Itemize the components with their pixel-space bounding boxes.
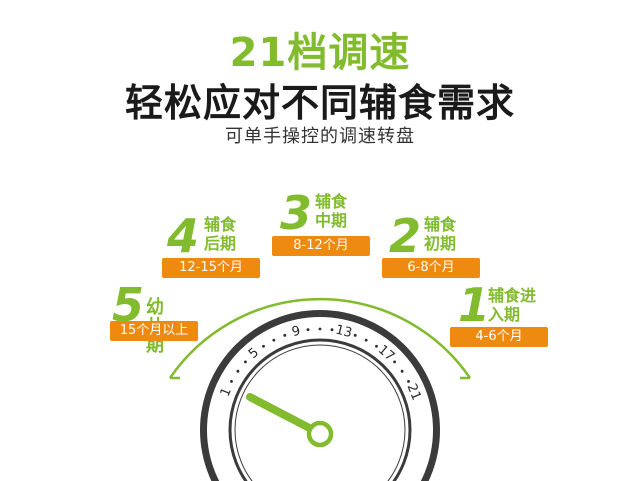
stage-name: 辅食后期 — [204, 215, 237, 253]
dial-scale-label: 9 — [290, 324, 302, 341]
dial-scale-dot — [393, 360, 396, 364]
dial-scale-dot — [364, 338, 368, 342]
dial-scale-dot — [306, 328, 310, 332]
stage-name: 辅食中期 — [315, 192, 348, 230]
stage-name: 辅食进入期 — [488, 286, 537, 324]
range-arc — [168, 297, 472, 379]
stage-age-badge: 6-8个月 — [382, 258, 480, 278]
dial-inner-ring-thin — [234, 344, 406, 481]
stage-age-badge: 12-15个月 — [162, 258, 260, 278]
dial-scale-dot — [400, 369, 404, 373]
stage-number: 4 — [167, 209, 200, 263]
dial-pointer-needle — [246, 393, 323, 437]
dial-scale-dot — [262, 344, 265, 348]
dial-scale-dot — [353, 333, 357, 337]
dial-scale-dot — [230, 379, 233, 383]
dial-scale-dot — [272, 338, 276, 342]
stage-age-badge: 4-6个月 — [450, 327, 548, 347]
stage-age-badge: 15个月以上 — [110, 321, 198, 341]
title: 21档调速 — [229, 30, 411, 76]
stage-number: 2 — [389, 209, 422, 263]
dial-scale-label: 21 — [404, 382, 424, 403]
stage-age-badge: 8-12个月 — [272, 236, 370, 256]
dial-inner-ring — [228, 338, 412, 481]
stage-number: 1 — [458, 278, 491, 332]
dial-scale-label: 13 — [334, 323, 354, 341]
subtitle: 可单手操控的调速转盘 — [225, 126, 415, 147]
dial-scale-dot — [283, 333, 287, 337]
stage-number: 3 — [280, 186, 313, 240]
stage-name: 辅食初期 — [424, 215, 457, 253]
dial-scale-dot — [375, 344, 378, 348]
headline: 轻松应对不同辅食需求 — [124, 81, 515, 125]
dial-scale-dot — [318, 327, 322, 331]
dial-scale-dot — [236, 369, 240, 373]
dial-scale-dot — [244, 360, 247, 364]
dial-scale-dot — [407, 379, 410, 383]
stage-number: 5 — [112, 278, 145, 332]
dial-scale-dot — [330, 328, 334, 332]
dial-pointer-hub[interactable] — [306, 420, 334, 448]
